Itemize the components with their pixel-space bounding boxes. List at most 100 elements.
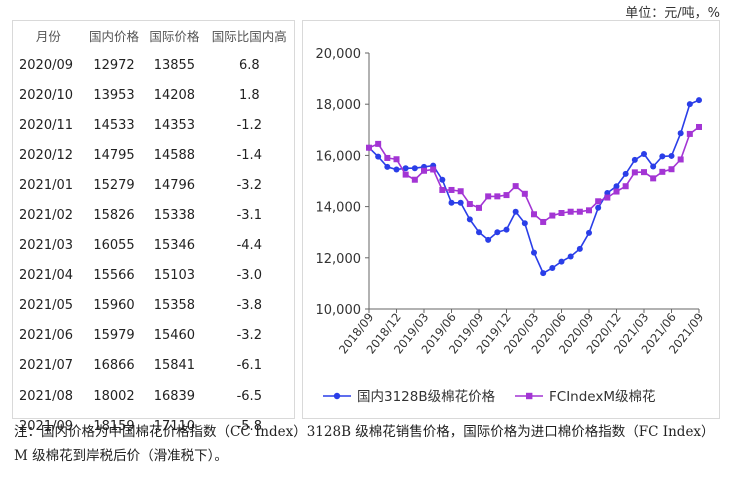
cell-spread: -4.4	[236, 238, 262, 254]
table-row: 2021/04 15566 15103 -3.0	[13, 261, 294, 291]
series-point-international	[631, 169, 638, 176]
series-point-domestic	[631, 156, 638, 163]
cell-month: 2021/08	[19, 388, 74, 404]
cell-domestic: 16866	[93, 358, 135, 374]
series-point-international	[677, 156, 684, 163]
header-domestic: 国内价格	[89, 29, 140, 44]
series-point-domestic	[677, 130, 684, 137]
series-line-0	[368, 99, 700, 275]
cell-month: 2021/09	[19, 418, 74, 434]
series-point-international	[466, 201, 473, 208]
table-row: 2021/06 15979 15460 -3.2	[13, 321, 294, 351]
y-tick-label: 20,000	[316, 47, 362, 62]
series-point-domestic	[622, 170, 629, 177]
table-row: 2020/11 14533 14353 -1.2	[13, 110, 294, 140]
series-point-international	[393, 156, 400, 163]
legend-label-0: 国内3128B级棉花价格	[357, 389, 496, 405]
series-point-international	[650, 175, 657, 182]
series-point-international	[604, 194, 611, 201]
cell-domestic: 15826	[93, 208, 135, 224]
series-point-domestic	[521, 220, 528, 227]
series-point-international	[567, 208, 574, 215]
table-header-row: 月份 国内价格 国际价格 国际比国内高	[13, 21, 294, 50]
series-point-international	[622, 183, 629, 190]
cell-spread: -3.8	[236, 298, 262, 314]
cell-spread: -6.5	[236, 388, 262, 404]
series-point-international	[696, 123, 702, 130]
cell-domestic: 14533	[93, 117, 135, 133]
series-point-international	[540, 218, 547, 225]
cell-international: 17110	[153, 418, 196, 434]
cell-month: 2021/02	[19, 208, 74, 224]
series-point-international	[558, 210, 565, 216]
series-point-domestic	[411, 165, 418, 172]
series-point-domestic	[375, 153, 382, 160]
cell-domestic: 15279	[93, 177, 135, 193]
cell-domestic: 18002	[93, 388, 135, 404]
series-point-international	[421, 167, 427, 174]
cell-domestic: 18159	[93, 418, 135, 434]
cell-domestic: 14795	[93, 147, 135, 163]
series-point-international	[384, 154, 391, 161]
cell-international: 14353	[153, 117, 196, 133]
series-point-international	[659, 168, 666, 175]
y-tick-label: 12,000	[316, 252, 362, 267]
cell-spread: -1.2	[236, 117, 262, 133]
series-point-international	[494, 193, 501, 200]
series-point-international	[512, 183, 519, 190]
series-point-international	[586, 207, 592, 214]
unit-label: 单位：元/吨，%	[625, 6, 720, 21]
series-point-domestic	[402, 165, 409, 172]
cell-international: 15338	[153, 208, 196, 224]
table-body: 2020/09 12972 13855 6.8 2020/10 13953 14208 1.8…	[13, 50, 294, 441]
cell-spread: -3.2	[236, 328, 262, 344]
y-tick-label: 16,000	[316, 149, 362, 164]
cell-spread: -1.4	[236, 147, 262, 163]
series-point-international	[375, 140, 382, 147]
series-point-domestic	[613, 183, 620, 190]
series-point-domestic	[595, 204, 602, 211]
series-point-domestic	[531, 249, 537, 256]
price-line-chart: 10,00012,00014,00016,00018,00020,0002018…	[316, 47, 707, 405]
series-point-domestic	[686, 101, 693, 108]
series-point-international	[595, 198, 602, 205]
series-point-domestic	[494, 229, 501, 236]
y-tick-label: 18,000	[316, 98, 362, 113]
chart-panel: 10,000 12,000 14,000 16,000 18,000 20,000 2018…	[302, 20, 720, 419]
table-row: 2020/09 12972 13855 6.8	[13, 50, 294, 80]
series-point-domestic	[558, 258, 565, 265]
header-month: 月份	[35, 29, 61, 44]
price-table: 月份 国内价格 国际价格 国际比国内高 2020/09 12972 13855 6.8…	[13, 21, 294, 441]
series-point-domestic	[659, 153, 666, 160]
series-point-domestic	[586, 229, 592, 236]
series-point-domestic	[668, 152, 675, 159]
table-row: 2021/07 16866 15841 -6.1	[13, 351, 294, 381]
series-point-international	[531, 211, 537, 218]
series-point-international	[411, 176, 418, 183]
series-point-international	[686, 130, 693, 137]
cell-spread: -3.0	[236, 268, 262, 284]
table-row: 2020/12 14795 14588 -1.4	[13, 140, 294, 170]
y-tick-label: 10,000	[316, 303, 362, 318]
series-point-international	[476, 204, 482, 211]
series-point-domestic	[476, 229, 482, 236]
series-point-international	[485, 193, 492, 200]
series-point-international	[549, 212, 556, 219]
cell-international: 15103	[153, 268, 196, 284]
series-point-domestic	[503, 226, 510, 233]
table-row: 2020/10 13953 14208 1.8	[13, 80, 294, 110]
cell-spread: -3.1	[236, 208, 262, 224]
cell-international: 14588	[153, 147, 196, 163]
series-point-domestic	[448, 199, 455, 206]
table-row: 2021/05 15960 15358 -3.8	[13, 291, 294, 321]
price-table-panel: 月份 国内价格 国际价格 国际比国内高 2020/09 12972 13855 6.8…	[12, 20, 295, 434]
series-point-domestic	[393, 166, 400, 173]
table-row: 2021/09 18159 17110 -5.8	[13, 411, 294, 441]
series-point-domestic	[512, 208, 519, 215]
series-point-domestic	[540, 270, 547, 277]
table-row: 2021/01 15279 14796 -3.2	[13, 170, 294, 200]
cell-domestic: 16055	[93, 238, 135, 254]
cell-domestic: 15979	[93, 328, 135, 344]
series-point-international	[448, 186, 455, 193]
series-point-international	[366, 144, 372, 151]
